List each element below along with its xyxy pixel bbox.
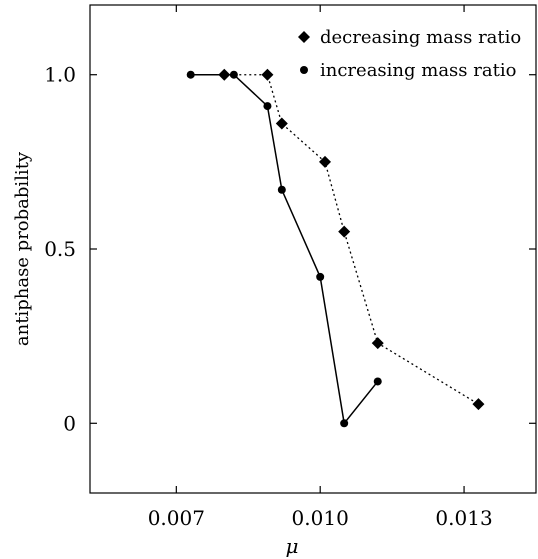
- data-point-circle: [229, 70, 238, 79]
- data-point-diamond: [261, 68, 274, 81]
- ticks: 0.007 0.010 0.013 0 0.5 1.0: [44, 5, 536, 530]
- series-line-decreasing: [224, 74, 479, 405]
- x-tick-label: 0.010: [292, 506, 349, 530]
- series-layer: [186, 68, 485, 428]
- legend-marker-diamond: [298, 31, 310, 43]
- data-point-circle: [186, 70, 195, 79]
- y-tick-label: 0.5: [44, 237, 76, 261]
- y-axis-title: antiphase probability: [12, 151, 33, 346]
- legend-label: decreasing mass ratio: [320, 27, 521, 48]
- data-point-diamond: [472, 398, 485, 411]
- data-point-diamond: [371, 337, 384, 350]
- data-point-circle: [277, 185, 286, 194]
- legend-marker-circle: [300, 66, 308, 74]
- x-axis-title: μ: [286, 534, 299, 558]
- data-point-circle: [316, 272, 325, 281]
- data-point-diamond: [275, 117, 288, 130]
- x-tick-label: 0.013: [435, 506, 492, 530]
- x-tick-label: 0.007: [148, 506, 205, 530]
- data-point-circle: [263, 102, 272, 111]
- y-tick-label: 1.0: [44, 63, 76, 87]
- y-tick-label: 0: [63, 411, 76, 435]
- legend: decreasing mass ratio increasing mass rat…: [298, 27, 521, 81]
- data-point-diamond: [318, 155, 331, 168]
- data-point-circle: [373, 377, 382, 386]
- data-point-circle: [340, 419, 349, 428]
- data-point-diamond: [338, 225, 351, 238]
- legend-label: increasing mass ratio: [320, 60, 516, 81]
